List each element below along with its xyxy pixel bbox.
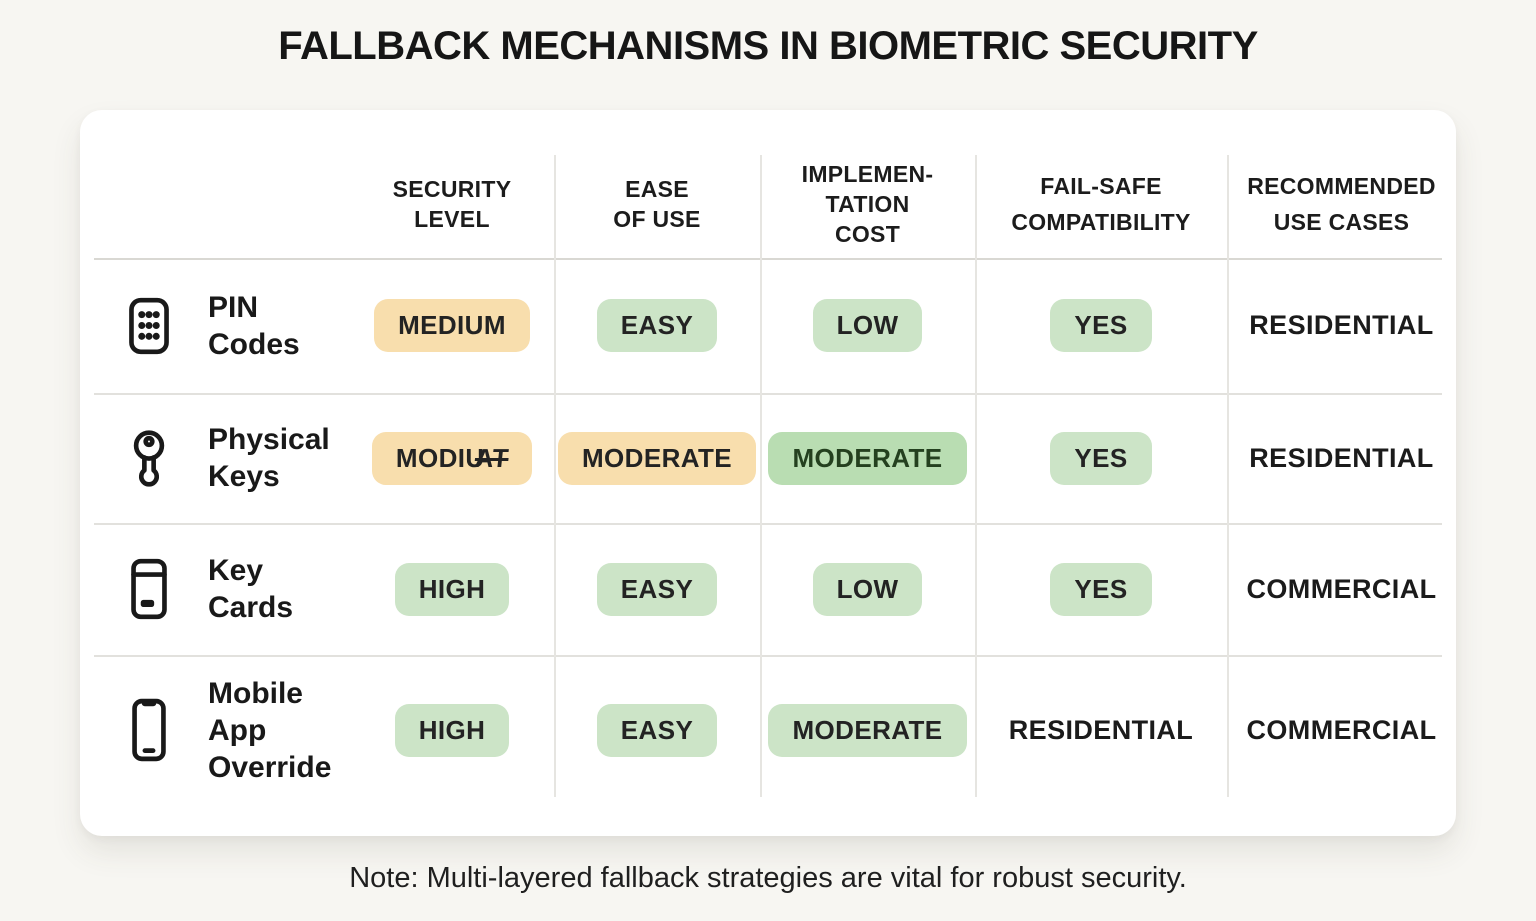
ease-of-use-badge: EASY <box>596 299 718 352</box>
ease-of-use-badge: EASY <box>596 703 718 757</box>
header-divider-line <box>94 258 1442 260</box>
fail-safe-badge: YES <box>1050 299 1152 352</box>
implementation-cost-badge: MODERATE <box>768 703 967 757</box>
row-divider-line <box>94 523 1442 525</box>
column-header-recommended-use-cases: RECOMMENDED USE CASES <box>1247 173 1436 235</box>
row-label-key-cards: Key Cards <box>80 552 293 626</box>
column-header-fail-safe-compatibility: FAIL-SAFE COMPATIBILITY <box>1011 173 1191 235</box>
column-divider-line <box>975 155 977 797</box>
ease-of-use-badge: EASY <box>596 562 718 616</box>
security-level-badge: HIGH <box>394 703 510 757</box>
row-label-mobile-app-override: Mobile App Override <box>80 675 331 786</box>
fail-safe-value: RESIDENTIAL <box>1008 714 1194 745</box>
garbled-text-artifact: AT <box>473 442 510 473</box>
security-level-badge: HIGH <box>394 562 510 616</box>
footer-note: Note: Multi-layered fallback strategies … <box>349 862 1187 894</box>
fail-safe-badge: YES <box>1050 562 1152 616</box>
keycard-icon <box>116 556 182 622</box>
key-icon <box>116 425 182 491</box>
use-case-value: COMMERCIAL <box>1246 714 1437 745</box>
table-row-pin-codes: PIN Codes MEDIUM EASY LOW YES RESIDENTIA… <box>80 258 1456 393</box>
use-case-value: COMMERCIAL <box>1246 573 1437 604</box>
security-level-badge: MEDIUM <box>374 299 530 352</box>
page-title: FALLBACK MECHANISMS IN BIOMETRIC SECURIT… <box>278 24 1258 68</box>
row-divider-line <box>94 393 1442 395</box>
row-label-physical-keys: Physical Keys <box>80 421 330 495</box>
fail-safe-badge: YES <box>1050 431 1152 485</box>
use-case-value: RESIDENTIAL <box>1249 442 1434 473</box>
keypad-icon <box>116 293 182 359</box>
smartphone-icon <box>116 697 182 763</box>
column-divider-line <box>554 155 556 797</box>
table-row-key-cards: Key Cards HIGH EASY LOW YES COMMERCIAL <box>80 523 1456 655</box>
column-header-security-level: SECURITY LEVEL <box>392 176 512 232</box>
use-case-value: RESIDENTIAL <box>1249 310 1434 340</box>
implementation-cost-badge: MODERATE <box>768 431 967 485</box>
table-header-row: SECURITY LEVEL EASE OF USE IMPLEMEN- TAT… <box>80 150 1456 258</box>
column-divider-line <box>760 155 762 797</box>
security-level-badge: MODIUAT <box>371 431 533 485</box>
row-divider-line <box>94 655 1442 657</box>
column-header-implementation-cost: IMPLEMEN- TATION COST <box>801 161 934 247</box>
row-label-pin-codes: PIN Codes <box>80 289 300 363</box>
column-header-ease-of-use: EASE OF USE <box>613 176 701 232</box>
table-row-physical-keys: Physical Keys MODIUAT MODERATE MODERATE … <box>80 393 1456 523</box>
implementation-cost-badge: LOW <box>812 562 923 616</box>
ease-of-use-badge: MODERATE <box>557 431 757 485</box>
comparison-table-card: SECURITY LEVEL EASE OF USE IMPLEMEN- TAT… <box>80 110 1456 836</box>
table-row-mobile-app-override: Mobile App Override HIGH EASY MODERATE R… <box>80 655 1456 805</box>
implementation-cost-badge: LOW <box>812 299 923 352</box>
column-divider-line <box>1227 155 1229 797</box>
